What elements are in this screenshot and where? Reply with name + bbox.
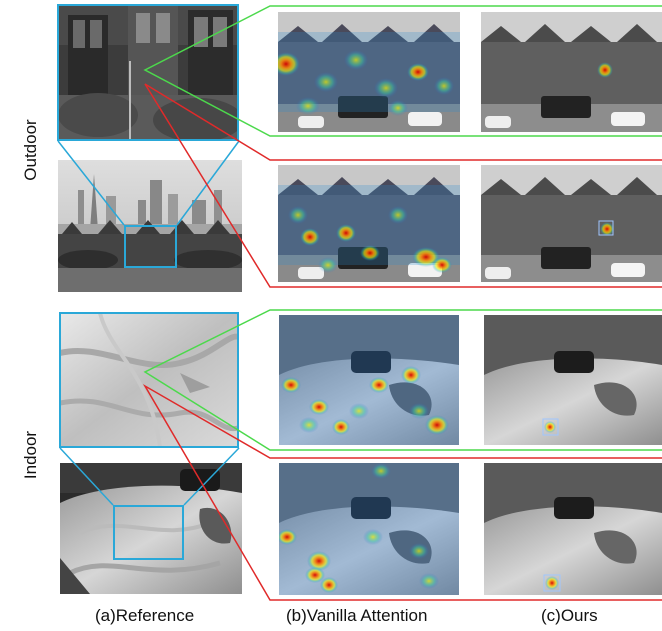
column-label-vanilla-attention: (b)Vanilla Attention — [286, 606, 428, 625]
outdoor-vanilla-attention-1 — [278, 12, 460, 132]
indoor-vanilla-attention-1 — [279, 315, 459, 445]
indoor-roi-box — [113, 505, 184, 560]
indoor-zoom-frame — [59, 312, 239, 448]
row-label-outdoor: Outdoor — [21, 119, 40, 181]
outdoor-zoom-frame — [57, 4, 239, 141]
outdoor-roi-box — [124, 225, 177, 268]
row-label-indoor: Indoor — [21, 430, 40, 480]
outdoor-ours-1 — [481, 12, 662, 132]
indoor-ours-1 — [484, 315, 662, 445]
column-label-reference: (a)Reference — [95, 606, 195, 625]
indoor-vanilla-attention-2 — [279, 463, 459, 595]
column-label-ours: (c)Ours — [541, 606, 598, 625]
outdoor-vanilla-attention-2 — [278, 165, 460, 282]
outdoor-ours-2 — [481, 165, 662, 282]
indoor-ours-2 — [484, 463, 662, 595]
